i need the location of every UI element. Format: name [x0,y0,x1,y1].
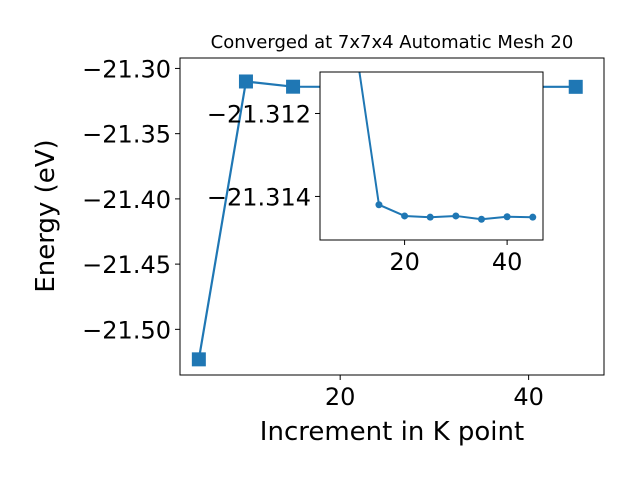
inset-data-point [401,212,409,220]
inset-data-point [477,215,485,223]
inset-series-line [358,72,533,221]
main-x-ticks: 20 40 [325,375,544,411]
main-y-tick-label: −21.45 [82,251,171,279]
main-data-point [286,79,301,94]
inset-plot-frame [319,71,544,241]
inset-plot-area [320,72,543,240]
main-data-point [238,74,253,89]
main-data-point [568,79,583,94]
inset-y-tick-label: −21.314 [207,183,311,211]
inset-data-point [452,212,460,220]
main-y-tick-label: −21.50 [82,316,171,344]
main-y-tick-label: −21.35 [82,121,171,149]
y-axis-label: Energy (eV) [31,139,61,292]
inset-data-point [426,213,434,221]
inset-x-tick-label: 40 [492,248,523,276]
inset-data-point [503,213,511,221]
main-x-tick-label: 20 [325,383,356,411]
inset-y-tick-label: −21.312 [207,100,311,128]
inset-y-ticks: −21.314 −21.312 [207,100,320,211]
inset-x-tick-label: 20 [389,248,420,276]
main-y-tick-label: −21.40 [82,186,171,214]
main-x-tick-label: 40 [513,383,544,411]
chart-title: Converged at 7x7x4 Automatic Mesh 20 [211,32,574,53]
main-plot-frame [179,57,605,376]
inset-x-ticks: 20 40 [389,240,522,276]
inset-axes: 20 40 −21.314−21.312 [207,71,544,276]
main-y-ticks: −21.30 −21.35 −21.40 −21.45 −21.50 [82,55,180,344]
inset-data-point [529,213,537,221]
inset-data-point [375,201,383,209]
x-axis-label: Increment in K point [260,417,524,447]
inset-series [358,72,537,223]
main-y-tick-label: −21.30 [82,55,171,83]
main-data-point [191,352,206,367]
